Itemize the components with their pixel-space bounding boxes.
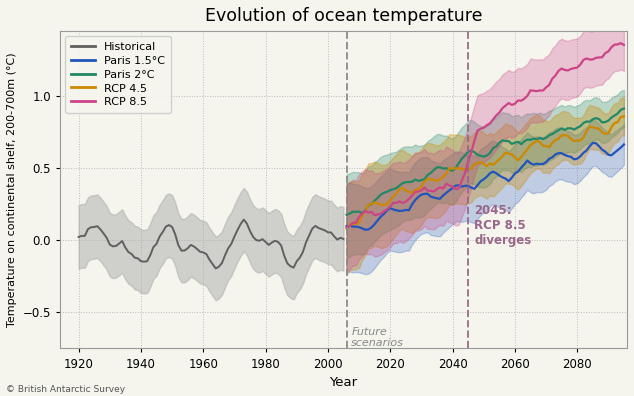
X-axis label: Year: Year — [330, 376, 358, 389]
Text: Future
scenarios: Future scenarios — [351, 327, 404, 348]
Text: © British Antarctic Survey: © British Antarctic Survey — [6, 385, 126, 394]
Y-axis label: Temperature on continental shelf, 200-700m (°C): Temperature on continental shelf, 200-70… — [7, 52, 17, 327]
Title: Evolution of ocean temperature: Evolution of ocean temperature — [205, 7, 482, 25]
Text: 2045:
RCP 8.5
diverges: 2045: RCP 8.5 diverges — [474, 204, 532, 247]
Legend: Historical, Paris 1.5°C, Paris 2°C, RCP 4.5, RCP 8.5: Historical, Paris 1.5°C, Paris 2°C, RCP … — [65, 36, 171, 113]
